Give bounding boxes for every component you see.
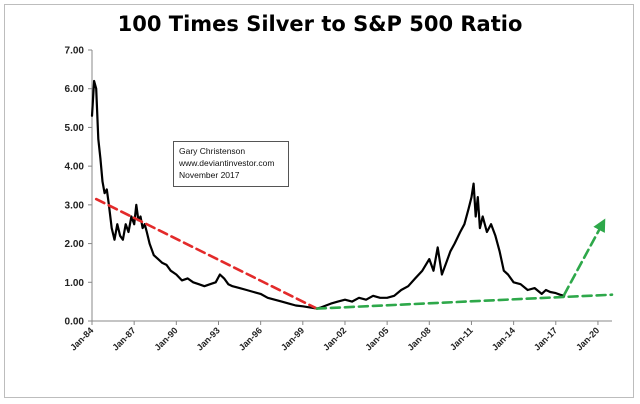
x-tick-label: Jan-05 xyxy=(363,325,390,352)
x-tick-label: Jan-87 xyxy=(110,325,137,352)
x-tick-label: Jan-17 xyxy=(532,325,559,352)
ratio-series-line xyxy=(90,79,566,310)
series-layer xyxy=(90,79,614,310)
y-tick-label: 6.00 xyxy=(65,84,85,95)
attribution-website: www.deviantinvestor.com xyxy=(179,158,275,168)
y-tick-label: 7.00 xyxy=(65,46,85,57)
y-tick-label: 4.00 xyxy=(65,162,85,173)
green-trendline xyxy=(315,293,614,310)
x-tick-label: Jan-96 xyxy=(237,325,264,352)
x-tick-label: Jan-20 xyxy=(574,325,601,352)
x-tick-label: Jan-93 xyxy=(195,325,222,352)
attribution-author: Gary Christenson xyxy=(179,146,246,156)
y-tick-label: 2.00 xyxy=(65,239,85,250)
x-tick-label: Jan-90 xyxy=(152,325,179,352)
attribution-box: Gary Christenson www.deviantinvestor.com… xyxy=(173,141,289,187)
x-tick-label: Jan-99 xyxy=(279,325,306,352)
y-tick-label: 3.00 xyxy=(65,200,85,211)
red-trendline xyxy=(94,197,319,310)
x-tick-label: Jan-11 xyxy=(448,325,475,352)
x-tick-label: Jan-02 xyxy=(321,325,348,352)
x-tick-label: Jan-08 xyxy=(405,325,432,352)
attribution-date: November 2017 xyxy=(179,170,240,180)
x-tick-label: Jan-84 xyxy=(68,325,95,352)
x-tick-label: Jan-14 xyxy=(490,325,517,352)
chart-title: 100 Times Silver to S&P 500 Ratio xyxy=(117,12,523,36)
y-tick-label: 1.00 xyxy=(65,278,85,289)
y-tick-label: 0.00 xyxy=(65,317,85,328)
y-tick-label: 5.00 xyxy=(65,123,85,134)
projection-arrow xyxy=(562,218,606,297)
